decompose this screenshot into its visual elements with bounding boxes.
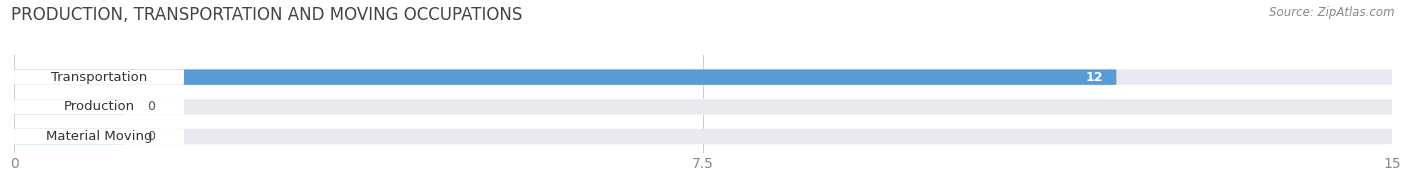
- FancyBboxPatch shape: [14, 129, 184, 144]
- FancyBboxPatch shape: [14, 129, 124, 144]
- FancyBboxPatch shape: [14, 99, 124, 115]
- Text: Material Moving: Material Moving: [46, 130, 152, 143]
- Text: 0: 0: [148, 130, 155, 143]
- FancyBboxPatch shape: [14, 99, 184, 115]
- FancyBboxPatch shape: [14, 69, 184, 85]
- FancyBboxPatch shape: [14, 99, 1392, 115]
- FancyBboxPatch shape: [14, 69, 1116, 85]
- Text: Production: Production: [63, 100, 135, 113]
- Text: 12: 12: [1085, 71, 1102, 84]
- Text: PRODUCTION, TRANSPORTATION AND MOVING OCCUPATIONS: PRODUCTION, TRANSPORTATION AND MOVING OC…: [11, 6, 523, 24]
- Text: 0: 0: [148, 100, 155, 113]
- FancyBboxPatch shape: [14, 129, 1392, 144]
- Text: Transportation: Transportation: [51, 71, 148, 84]
- Text: Source: ZipAtlas.com: Source: ZipAtlas.com: [1270, 6, 1395, 19]
- FancyBboxPatch shape: [14, 69, 1392, 85]
